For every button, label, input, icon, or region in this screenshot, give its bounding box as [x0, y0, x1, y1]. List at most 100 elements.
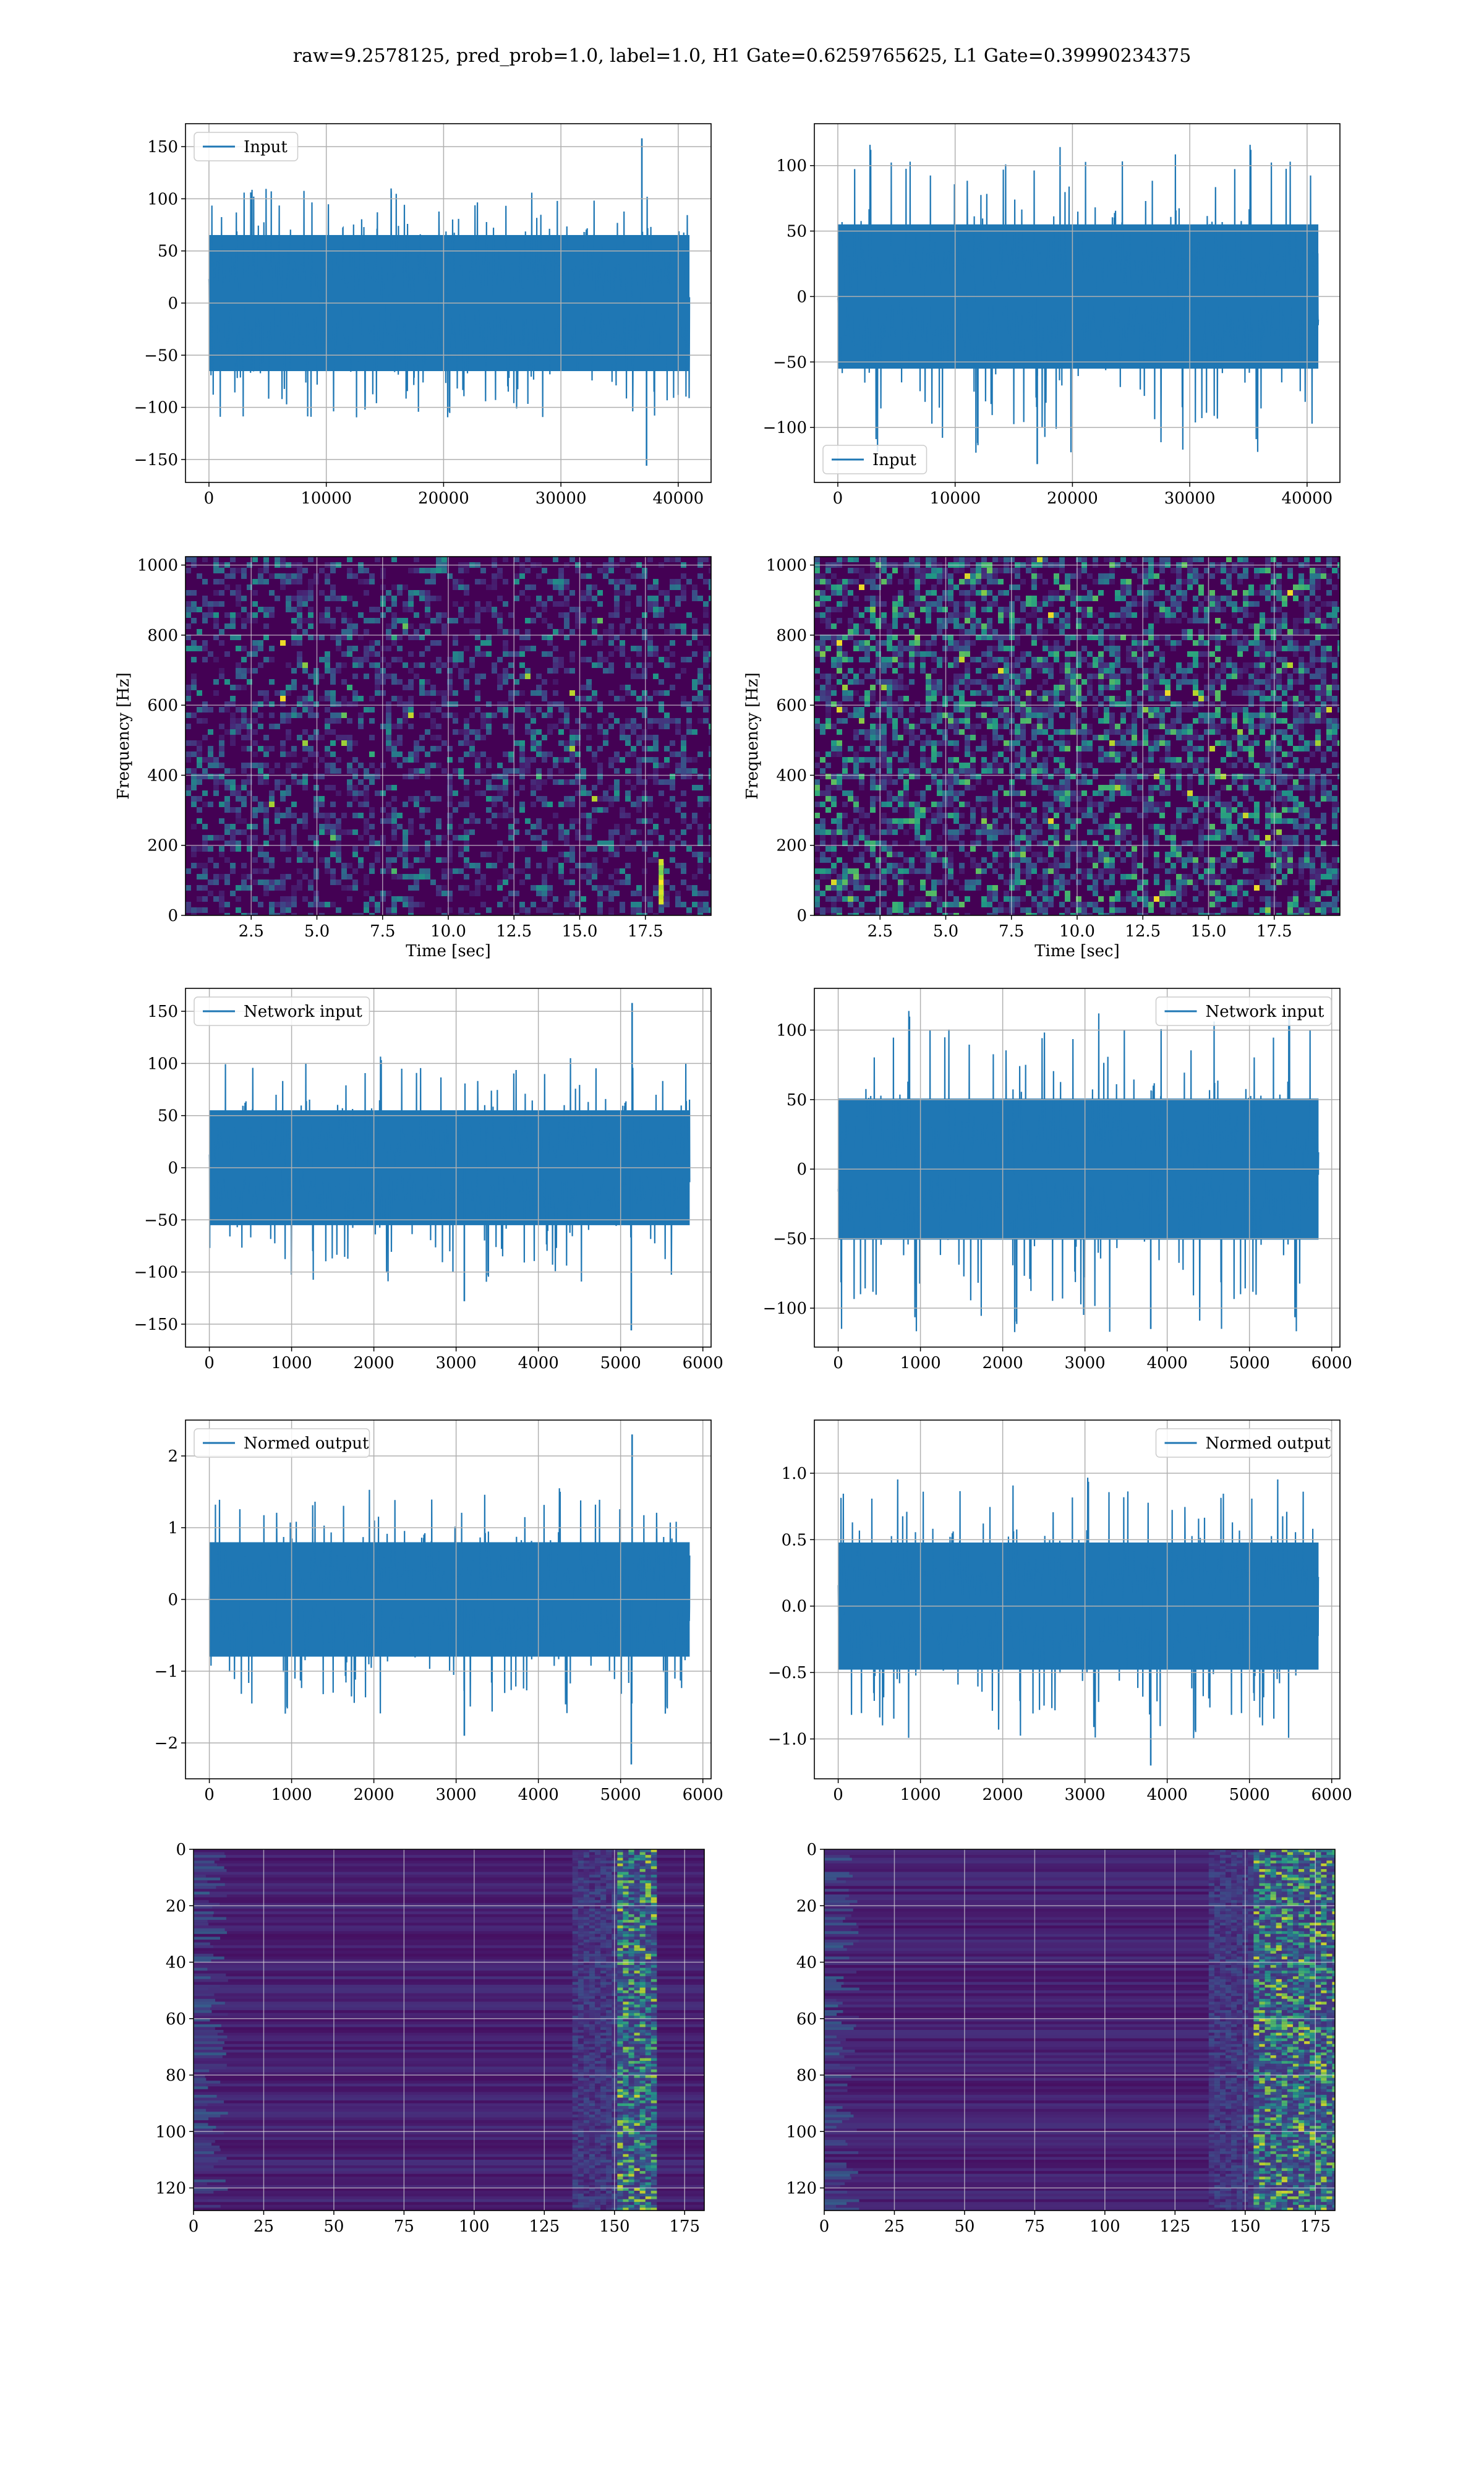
h1-feature-map-plot-area [194, 1849, 704, 2211]
h1-feature-map-xtick-label: 150 [599, 2217, 630, 2236]
h1-feature-map-ytick-label: 80 [166, 2066, 186, 2085]
h1-normed-output-legend-label: Normed output [244, 1434, 369, 1453]
h1-network-input-ytick-label: −100 [134, 1264, 178, 1282]
h1-feature-map-grid [193, 1849, 704, 2211]
h1-input-ytick-label: −150 [134, 451, 178, 469]
h1-input-ytick-label: 150 [147, 138, 178, 156]
l1-network-input-legend: Network input [1155, 996, 1332, 1026]
h1-input-legend: Input [194, 132, 299, 161]
l1-spectrogram-ytick-label: 0 [796, 907, 807, 925]
l1-network-input-xtick-label: 0 [833, 1354, 843, 1372]
l1-feature-map-xtick-label: 75 [1025, 2217, 1045, 2236]
h1-normed-output-ytick-label: 2 [168, 1447, 178, 1466]
l1-normed-output-panel: 0 1000 2000 3000 4000 5000 6000 −1.0 −0.5 0.0 0.5 1… [768, 1419, 1352, 1804]
h1-normed-output-panel: 0 1000 2000 3000 4000 5000 6000 −2 −1 0 1 2 Normed o… [155, 1419, 723, 1804]
h1-normed-output-xtick-label: 2000 [354, 1786, 394, 1804]
h1-input-grid [186, 124, 711, 482]
l1-network-input-ytick-label: 50 [787, 1091, 807, 1110]
l1-normed-output-ytick-label: −0.5 [768, 1664, 807, 1682]
h1-input-panel: 0 10000 20000 30000 40000 −150 −100 −50 0 50 100 15… [134, 123, 712, 508]
h1-input-ytick-label: 100 [147, 190, 178, 208]
l1-normed-output-xtick-label: 1000 [900, 1786, 941, 1804]
l1-feature-map-ytick-label: 80 [796, 2066, 817, 2085]
l1-feature-map-xtick-label: 125 [1159, 2217, 1190, 2236]
l1-normed-output-legend: Normed output [1155, 1428, 1332, 1458]
l1-feature-map-ytick-label: 20 [796, 1897, 817, 1915]
l1-spectrogram-ylabel: Frequency [Hz] [743, 672, 762, 800]
h1-feature-map-panel: 0 25 50 75 100 125 150 175 0 20 40 60 80 100 120 [155, 1841, 705, 2236]
l1-feature-map-xtick-label: 175 [1300, 2217, 1331, 2236]
h1-normed-output-xtick-label: 6000 [683, 1786, 723, 1804]
l1-input-frame [814, 123, 1341, 483]
l1-spectrogram-xlabel: Time [sec] [1034, 942, 1120, 961]
h1-spectrogram-plot-area [186, 557, 711, 915]
h1-network-input-legend: Network input [194, 996, 370, 1026]
l1-input-grid [814, 124, 1340, 482]
l1-normed-output-xtick-label: 2000 [983, 1786, 1023, 1804]
l1-normed-output-xtick-label: 0 [833, 1786, 843, 1804]
h1-spectrogram-xtick-label: 15.0 [562, 922, 598, 941]
l1-input-panel: 0 10000 20000 30000 40000 −100 −50 0 50 100 Input [763, 123, 1341, 508]
h1-feature-map-xtick-label: 175 [669, 2217, 700, 2236]
l1-feature-map-xtick-label: 150 [1230, 2217, 1261, 2236]
l1-spectrogram-ytick-label: 600 [776, 696, 807, 715]
h1-network-input-ytick-label: −50 [144, 1211, 178, 1230]
h1-spectrogram-ytick-label: 1000 [137, 557, 178, 575]
l1-network-input-grid [814, 988, 1340, 1347]
h1-input-ytick-label: −100 [134, 399, 178, 417]
h1-spectrogram-ytick-label: 400 [147, 766, 178, 785]
h1-input-xtick-label: 0 [204, 489, 215, 508]
l1-network-input-legend-label: Network input [1206, 1003, 1324, 1021]
h1-spectrogram-ytick-label: 200 [147, 837, 178, 855]
l1-feature-map-panel: 0 25 50 75 100 125 150 175 0 20 40 60 80 100 120 [786, 1841, 1336, 2236]
h1-spectrogram-xtick-label: 12.5 [496, 922, 532, 941]
l1-feature-map-xtick-label: 25 [884, 2217, 905, 2236]
l1-input-legend: Input [822, 445, 927, 474]
l1-input-ytick-label: 50 [787, 223, 807, 241]
l1-feature-map-ytick-label: 60 [796, 2010, 817, 2029]
h1-network-input-xtick-label: 0 [204, 1354, 215, 1372]
l1-input-xtick-label: 10000 [929, 489, 981, 508]
l1-spectrogram-xtick-label: 17.5 [1256, 922, 1292, 941]
l1-network-input-xtick-label: 2000 [983, 1354, 1023, 1372]
h1-network-input-ytick-label: 0 [168, 1159, 178, 1178]
h1-spectrogram-panel: 2.5 5.0 7.5 10.0 12.5 15.0 17.5 0 200 400 600 800 10… [114, 556, 712, 961]
h1-feature-map-xtick-label: 100 [459, 2217, 490, 2236]
h1-network-input-ytick-label: 50 [158, 1107, 178, 1126]
h1-feature-map-xtick-label: 75 [394, 2217, 414, 2236]
h1-spectrogram-xtick-label: 5.0 [304, 922, 330, 941]
l1-feature-map-frame [824, 1849, 1336, 2211]
h1-feature-map-ytick-label: 40 [166, 1954, 186, 1972]
l1-input-xtick-label: 0 [833, 489, 843, 508]
h1-feature-map-xtick-label: 50 [323, 2217, 344, 2236]
h1-normed-output-xtick-label: 3000 [436, 1786, 477, 1804]
l1-network-input-xtick-label: 5000 [1229, 1354, 1270, 1372]
h1-spectrogram-ytick-label: 600 [147, 696, 178, 715]
l1-network-input-ytick-label: −50 [773, 1230, 807, 1249]
h1-network-input-grid [186, 988, 711, 1347]
h1-input-xtick-label: 30000 [535, 489, 587, 508]
h1-feature-map-xtick-label: 125 [529, 2217, 560, 2236]
l1-input-xtick-label: 40000 [1282, 489, 1333, 508]
l1-input-ytick-label: −100 [763, 419, 807, 437]
h1-network-input-ytick-label: −150 [134, 1316, 178, 1334]
l1-normed-output-grid [814, 1420, 1340, 1779]
l1-spectrogram-xtick-label: 7.5 [999, 922, 1024, 941]
l1-network-input-xtick-label: 6000 [1311, 1354, 1352, 1372]
h1-normed-output-ytick-label: −2 [155, 1734, 178, 1753]
h1-normed-output-ytick-label: −1 [155, 1663, 178, 1681]
h1-spectrogram-ylabel: Frequency [Hz] [114, 672, 133, 800]
l1-spectrogram-xtick-label: 15.0 [1191, 922, 1227, 941]
h1-spectrogram-xtick-label: 2.5 [239, 922, 264, 941]
h1-network-input-xtick-label: 3000 [436, 1354, 477, 1372]
l1-spectrogram-xtick-label: 5.0 [933, 922, 958, 941]
h1-network-input-legend-label: Network input [244, 1003, 362, 1021]
h1-normed-output-xtick-label: 5000 [600, 1786, 641, 1804]
h1-normed-output-series-line [208, 1488, 691, 1714]
h1-feature-map-ytick-label: 60 [166, 2010, 186, 2029]
h1-normed-output-xtick-label: 4000 [518, 1786, 559, 1804]
h1-normed-output-legend: Normed output [194, 1428, 370, 1458]
l1-spectrogram-ytick-label: 800 [776, 627, 807, 645]
l1-spectrogram-panel: 2.5 5.0 7.5 10.0 12.5 15.0 17.5 0 200 400 600 800 10… [743, 556, 1341, 961]
